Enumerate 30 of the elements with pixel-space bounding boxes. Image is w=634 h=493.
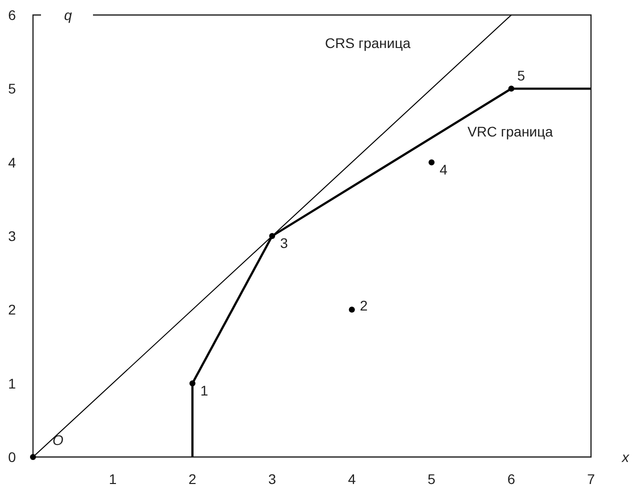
y-axis-title: q (64, 7, 72, 23)
y-tick-label: 5 (8, 80, 16, 97)
x-tick-label: 1 (108, 471, 117, 487)
y-tick-label: 1 (8, 375, 16, 392)
point (348, 306, 355, 313)
x-tick-label: 2 (188, 471, 197, 487)
annotation: 3 (280, 235, 288, 251)
annotation: 5 (517, 68, 526, 84)
x-tick-label: 4 (348, 471, 356, 487)
annotation: VRC граница (467, 124, 554, 140)
point (269, 233, 276, 239)
annotation: CRS граница (325, 35, 411, 52)
y-tick-label: 4 (8, 154, 16, 170)
x-tick-label: 3 (268, 471, 276, 487)
y-tick-label: 2 (8, 302, 16, 318)
x-tick-label: 7 (587, 471, 596, 487)
point (508, 86, 514, 92)
y-tick-label: 0 (8, 449, 16, 465)
y-tick-label: 6 (8, 7, 16, 23)
annotation: 2 (360, 298, 368, 314)
x-tick-label: 6 (507, 471, 516, 487)
point (189, 380, 196, 386)
annotation: 1 (200, 382, 208, 398)
x-axis-title: x (621, 449, 630, 465)
annotation: 4 (440, 161, 448, 178)
y-tick-label: 3 (8, 228, 16, 244)
annotation: O (52, 432, 64, 448)
point (30, 454, 36, 460)
x-tick-label: 5 (428, 471, 436, 487)
point (428, 159, 435, 166)
